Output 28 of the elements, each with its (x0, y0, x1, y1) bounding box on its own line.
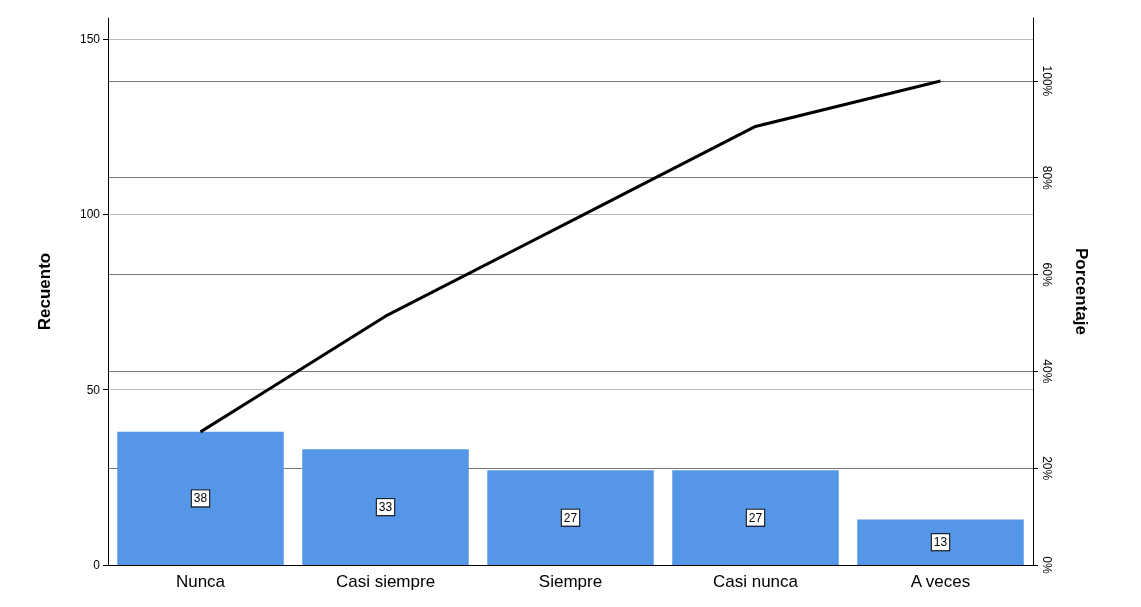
bar (857, 519, 1024, 565)
x-tick-label: Siempre (538, 572, 603, 591)
data-label: 27 (748, 510, 763, 525)
y2-tick-label: 60% (1040, 262, 1054, 287)
x-tick-label: Casi siempre (335, 572, 436, 591)
x-tick-label: A veces (910, 572, 971, 591)
line-series (199, 79, 942, 434)
data-label: 13 (933, 535, 948, 550)
y2-axis-title: Porcentaje (1072, 248, 1091, 335)
bar (672, 470, 839, 565)
bar (117, 431, 284, 565)
x-tick-label: Nunca (175, 572, 226, 591)
y2-tick-label: 40% (1040, 359, 1054, 384)
data-label: 38 (193, 491, 208, 506)
y2-tick-label: 100% (1040, 65, 1054, 97)
y-tick-label: 0 (93, 558, 101, 572)
bar (487, 470, 654, 565)
y-axis-title: Recuento (35, 252, 54, 331)
x-tick-label: Casi nunca (712, 572, 799, 591)
y2-tick-label: 80% (1040, 165, 1054, 191)
bar (302, 449, 469, 565)
data-label: 33 (378, 500, 393, 515)
y2-tick-label: 20% (1040, 456, 1054, 481)
y-tick-label: 50 (86, 382, 101, 397)
y-tick-label: 150 (79, 32, 101, 47)
y-tick-label: 100 (79, 207, 101, 222)
y2-tick-label: 0% (1040, 556, 1054, 574)
data-label: 27 (563, 510, 578, 525)
